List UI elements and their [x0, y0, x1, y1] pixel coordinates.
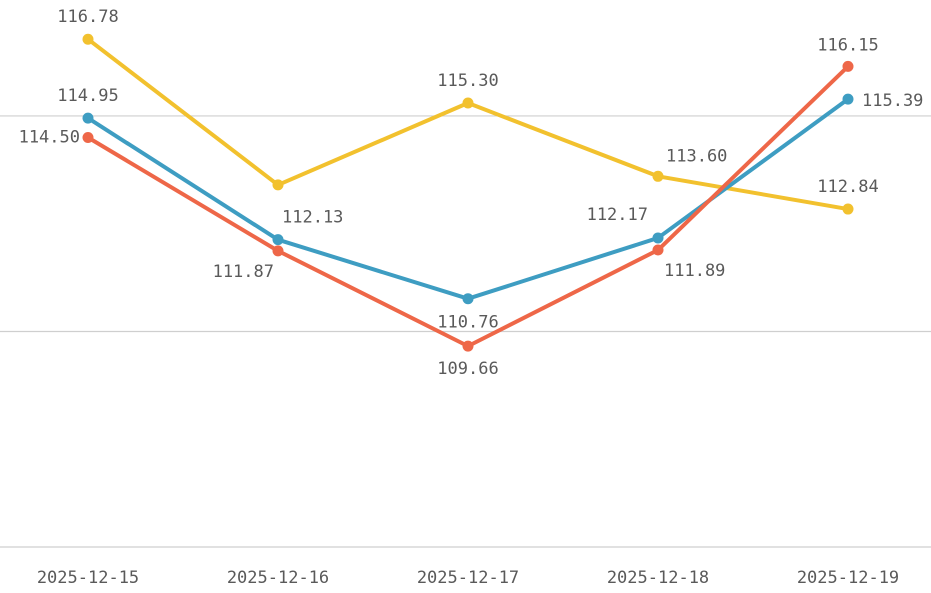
data-label: 115.39: [862, 91, 923, 111]
point: [462, 97, 474, 109]
point: [272, 234, 284, 246]
point: [842, 93, 854, 105]
data-label: 114.95: [57, 86, 118, 106]
point: [462, 293, 474, 305]
point: [462, 340, 474, 352]
x-tick-label: 2025-12-17: [417, 568, 519, 588]
point: [82, 33, 94, 45]
data-label: 112.17: [587, 205, 648, 225]
data-label: 116.15: [817, 35, 878, 55]
data-label: 112.84: [817, 177, 878, 197]
data-label: 110.76: [437, 313, 498, 333]
data-label: 111.89: [664, 261, 725, 281]
point: [842, 203, 854, 215]
data-label: 115.30: [437, 71, 498, 91]
data-label: 111.87: [213, 262, 274, 282]
point: [272, 245, 284, 257]
point: [82, 132, 94, 144]
point: [82, 112, 94, 124]
point: [652, 232, 664, 244]
point: [652, 170, 664, 182]
data-label: 116.78: [57, 7, 118, 27]
data-label: 109.66: [437, 359, 498, 379]
data-label: 114.50: [19, 128, 80, 148]
point: [272, 179, 284, 191]
x-tick-label: 2025-12-19: [797, 568, 899, 588]
point: [842, 60, 854, 72]
x-tick-label: 2025-12-16: [227, 568, 329, 588]
data-label: 112.13: [282, 208, 343, 228]
x-tick-label: 2025-12-18: [607, 568, 709, 588]
point: [652, 244, 664, 256]
x-tick-label: 2025-12-15: [37, 568, 139, 588]
data-label: 113.60: [666, 146, 727, 166]
